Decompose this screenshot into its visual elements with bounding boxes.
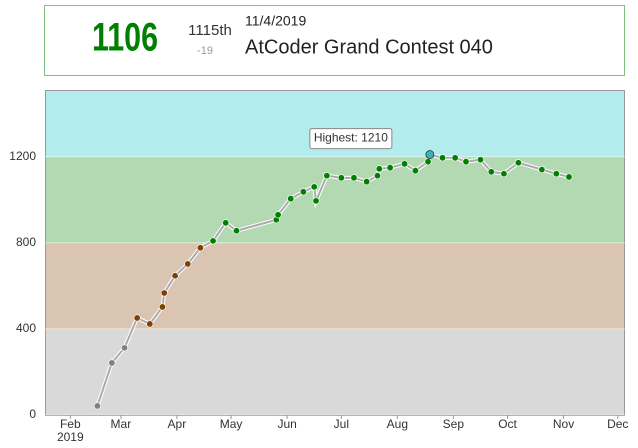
rating-point: [146, 320, 154, 328]
y-tick-label: 400: [16, 321, 36, 335]
rating-point: [500, 170, 508, 178]
header-box: [44, 5, 625, 76]
y-tick-label: 0: [29, 407, 36, 421]
x-tick-label: Aug: [387, 417, 408, 431]
rating-line: [96, 153, 570, 407]
rating-point: [514, 159, 522, 167]
rating-point: [160, 289, 168, 297]
x-tick-label: Jun: [277, 417, 296, 431]
rating-point: [310, 183, 318, 191]
rating-point: [552, 170, 560, 178]
rating-point: [299, 188, 307, 196]
rank: 1115th: [188, 22, 232, 39]
rating-point: [93, 402, 101, 410]
rating-point: [337, 174, 345, 182]
rating-point: [350, 174, 358, 182]
highest-point: [425, 150, 435, 159]
annotation: Highest: 1210: [314, 131, 388, 145]
rating-point: [363, 178, 371, 186]
rating-band: [45, 328, 625, 415]
x-tick-label: Apr: [168, 417, 187, 431]
rating-point: [451, 154, 459, 162]
rating-point: [287, 195, 295, 203]
rating-point: [439, 154, 447, 162]
rating-point: [375, 165, 383, 173]
rating-diff: -19: [197, 45, 213, 57]
rating-point: [196, 244, 204, 252]
rating-point: [171, 272, 179, 280]
rating-point: [538, 166, 546, 174]
rating-point: [411, 167, 419, 175]
contest-name: AtCoder Grand Contest 040: [245, 36, 493, 58]
x-tick-label: Feb: [60, 417, 81, 431]
rating-point: [133, 314, 141, 322]
rating-point: [158, 303, 166, 311]
x-tick-sublabel: 2019: [57, 430, 84, 443]
rating-point: [222, 219, 230, 227]
annotation-box: [309, 128, 393, 150]
rating-point: [565, 173, 573, 181]
rating-point: [386, 164, 394, 172]
rating-point: [323, 172, 331, 180]
y-tick-label: 800: [16, 235, 36, 249]
rating-point: [401, 160, 409, 168]
rating-point: [274, 211, 282, 219]
x-tick-label: Jul: [334, 417, 349, 431]
rating-point: [121, 344, 129, 352]
rating: 1106: [92, 16, 158, 60]
rating-point: [108, 359, 116, 367]
rating-point: [424, 158, 432, 166]
contest-date: 11/4/2019: [245, 13, 306, 29]
rating-point: [476, 156, 484, 164]
x-tick-label: May: [220, 417, 243, 431]
x-tick-label: Oct: [498, 417, 517, 431]
rating-point: [462, 158, 470, 166]
rating-band: [45, 156, 625, 243]
rating-band: [45, 242, 625, 329]
rating-point: [184, 260, 192, 268]
rating-point: [209, 237, 217, 245]
x-tick-label: Sep: [443, 417, 465, 431]
rating-point: [312, 197, 320, 205]
y-tick-label: 1200: [9, 149, 36, 163]
x-tick-label: Mar: [111, 417, 132, 431]
rating-point: [373, 172, 381, 180]
x-tick-label: Nov: [553, 417, 574, 431]
rating-point: [233, 227, 241, 235]
rating-point: [487, 168, 495, 176]
x-tick-label: Dec: [607, 417, 628, 431]
